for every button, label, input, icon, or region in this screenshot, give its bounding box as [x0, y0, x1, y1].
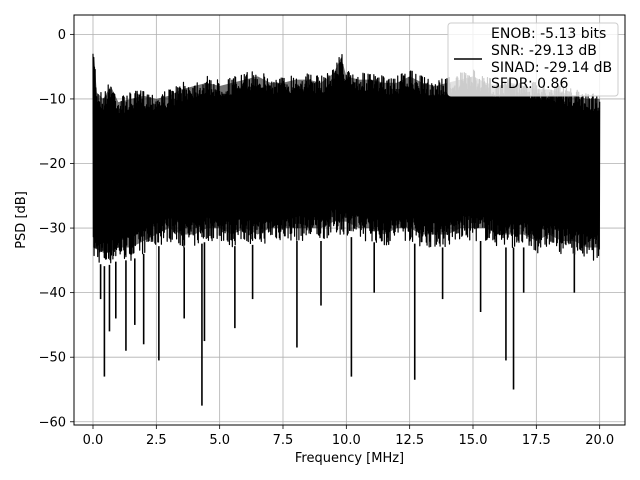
x-tick-label: 0.0 [83, 433, 104, 448]
legend: ENOB: -5.13 bits SNR: -29.13 dB SINAD: -… [447, 22, 619, 97]
y-axis-ticks: 0 −10 −20 −30 −40 −50 −60 [39, 28, 74, 430]
psd-dense-band [93, 56, 600, 254]
x-tick-label: 7.5 [273, 433, 294, 448]
x-tick-label: 10.0 [332, 433, 361, 448]
x-tick-label: 2.5 [146, 433, 167, 448]
legend-entry-enob: ENOB: -5.13 bits [491, 26, 606, 42]
y-tick-label: −10 [39, 92, 66, 107]
legend-entry-sinad: SINAD: -29.14 dB [491, 60, 612, 76]
legend-entry-sfdr: SFDR: 0.86 [491, 76, 568, 92]
y-tick-label: −50 [39, 351, 66, 366]
psd-series [92, 53, 601, 406]
x-tick-label: 5.0 [209, 433, 230, 448]
x-tick-label: 17.5 [522, 433, 551, 448]
x-axis-label: Frequency [MHz] [295, 451, 404, 466]
y-tick-label: 0 [58, 28, 66, 43]
plot-frame [73, 14, 626, 426]
y-tick-label: −60 [39, 415, 66, 430]
x-tick-label: 15.0 [459, 433, 488, 448]
y-tick-label: −40 [39, 286, 66, 301]
x-axis-ticks: 0.0 2.5 5.0 7.5 10.0 12.5 15.0 17.5 20.0 [83, 425, 614, 448]
x-tick-label: 12.5 [395, 433, 424, 448]
y-axis-label: PSD [dB] [14, 191, 29, 249]
y-tick-label: −20 [39, 157, 66, 172]
y-tick-label: −30 [39, 222, 66, 237]
legend-box [447, 22, 619, 97]
x-tick-label: 20.0 [585, 433, 614, 448]
legend-entry-snr: SNR: -29.13 dB [491, 43, 597, 59]
